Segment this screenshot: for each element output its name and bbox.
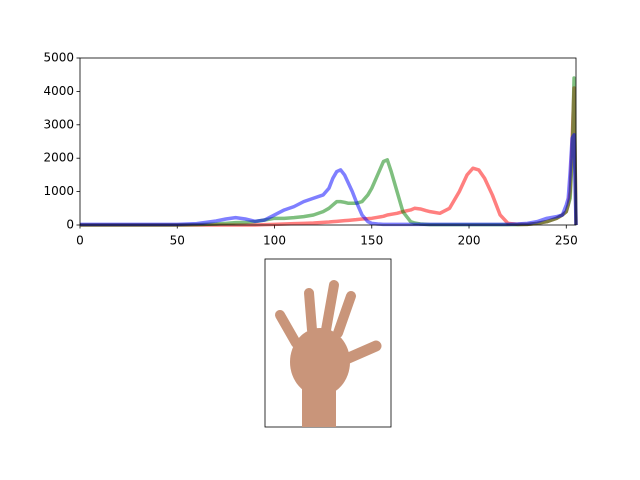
wrist — [302, 385, 336, 427]
palm — [290, 328, 350, 396]
y-tick-label: 1000 — [43, 184, 74, 198]
y-tick-label: 4000 — [43, 84, 74, 98]
x-tick-label: 0 — [76, 234, 84, 248]
y-tick-label: 3000 — [43, 117, 74, 131]
y-tick-label: 5000 — [43, 51, 74, 65]
y-tick-label: 2000 — [43, 151, 74, 165]
series-line — [80, 133, 578, 227]
y-tick-label: 0 — [66, 218, 74, 232]
hand-photo — [264, 258, 392, 428]
x-tick-label: 200 — [458, 234, 481, 248]
x-tick-label: 50 — [170, 234, 185, 248]
x-tick-label: 100 — [263, 234, 286, 248]
x-tick-label: 250 — [555, 234, 578, 248]
x-tick-label: 150 — [360, 234, 383, 248]
axes-frame — [79, 57, 577, 226]
